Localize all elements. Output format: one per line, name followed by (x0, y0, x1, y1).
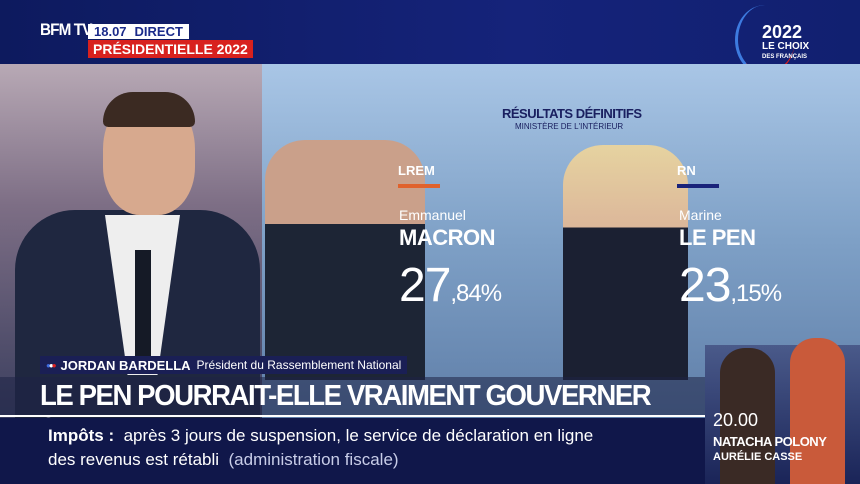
ticker-text: après 3 jours de suspension, le service … (123, 426, 594, 445)
guest-tie (135, 250, 151, 370)
election-logo-text: LE CHOIX DES FRANÇAIS (762, 42, 809, 62)
bfmtv-logo: BFM TV. (40, 20, 94, 39)
guest-hair (103, 92, 195, 127)
headline-strip: LE PEN POURRAIT-ELLE VRAIMENT GOUVERNER … (0, 377, 705, 445)
candidate-last-name: LE PEN (679, 225, 756, 250)
brand-sub: DES FRANÇAIS (762, 54, 808, 60)
party-rn: RN (677, 163, 696, 178)
election-logo-year: 2022 (762, 22, 803, 42)
ticker-line-1: Impôts : après 3 jours de suspension, le… (48, 426, 593, 446)
next-show-host: NATACHA POLONY (713, 434, 827, 449)
brand-title: LE CHOIX (762, 41, 810, 52)
candidate-first-name: Marine (679, 207, 722, 223)
ticker-text: des revenus est rétabli (48, 450, 220, 469)
candidate-score: 27,84% (399, 258, 502, 313)
score-int: 23 (679, 259, 731, 312)
ticker-topic: Impôts : (48, 426, 115, 445)
party-lrem: LREM (398, 163, 435, 178)
lepen-photo (563, 145, 688, 380)
french-flag-dots-icon: ●●● (46, 360, 56, 370)
score-dec: ,15% (730, 280, 782, 307)
macron-photo (265, 140, 425, 380)
clock: 18.07 (94, 24, 127, 39)
candidate-score: 23,15% (679, 258, 782, 313)
party-bar-lrem (398, 184, 440, 188)
score-dec: ,84% (450, 280, 502, 307)
ticker-source: (administration fiscale) (228, 450, 399, 469)
live-badge: 18.07 DIRECT (88, 24, 189, 39)
cohost-photo (790, 338, 845, 484)
event-label: PRÉSIDENTIELLE 2022 (88, 40, 253, 58)
news-ticker: Impôts : après 3 jours de suspension, le… (0, 418, 705, 484)
live-label: DIRECT (134, 24, 183, 39)
host-photo (720, 348, 775, 484)
guest-name: JORDAN BARDELLA (60, 357, 191, 373)
candidate-last-name: MACRON (399, 225, 496, 250)
party-bar-rn (677, 184, 719, 188)
next-show-time: 20.00 (713, 410, 759, 430)
next-show-cohost: AURÉLIE CASSE (713, 451, 803, 463)
results-source: MINISTÈRE DE L'INTÉRIEUR (515, 122, 624, 131)
results-title: RÉSULTATS DÉFINITIFS (502, 106, 642, 121)
guest-role: Président du Rassemblement National (196, 358, 402, 372)
ticker-line-2: des revenus est rétabli (administration … (48, 450, 399, 470)
guest-lower-third: ●●● JORDAN BARDELLA Président du Rassemb… (40, 356, 408, 374)
candidate-first-name: Emmanuel (399, 207, 466, 223)
score-int: 27 (399, 259, 451, 312)
